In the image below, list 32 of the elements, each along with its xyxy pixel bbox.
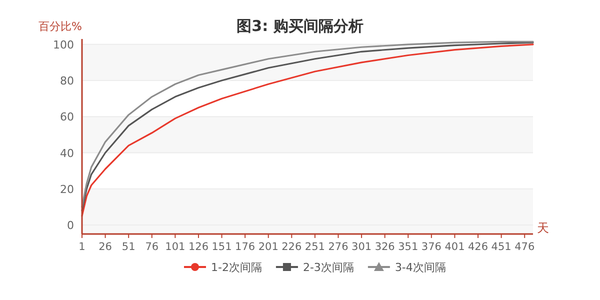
y-tick-label: 40 <box>60 146 74 160</box>
legend-label: 2-3次间隔 <box>302 261 354 274</box>
y-tick-label: 100 <box>53 38 74 52</box>
legend-label: 3-4次间隔 <box>394 261 446 274</box>
x-tick-label: 76 <box>145 241 159 253</box>
x-tick-label: 26 <box>98 241 112 253</box>
x-tick-label: 101 <box>165 241 186 253</box>
x-tick-label: 1 <box>78 241 86 253</box>
x-tick-label: 301 <box>352 241 372 253</box>
x-tick-label: 51 <box>122 241 136 253</box>
legend-label: 1-2次间隔 <box>211 261 262 274</box>
x-tick-label: 251 <box>304 241 325 253</box>
y-tick-label: 20 <box>60 182 74 196</box>
x-tick-label: 476 <box>514 241 535 253</box>
x-tick-label: 176 <box>235 241 256 253</box>
y-tick-label: 0 <box>67 218 74 232</box>
x-tick-label: 426 <box>468 241 488 253</box>
chart-title: 图3: 购买间隔分析 <box>236 17 364 35</box>
x-tick-label: 451 <box>491 241 512 253</box>
x-tick-label: 276 <box>328 241 349 253</box>
x-tick-label: 376 <box>421 241 442 253</box>
x-tick-label: 151 <box>212 241 232 253</box>
x-tick-label: 226 <box>282 241 302 253</box>
x-tick-label: 351 <box>398 241 418 253</box>
y-tick-label: 80 <box>60 74 74 88</box>
x-tick-label: 126 <box>188 241 209 253</box>
x-axis-title: 天 <box>537 221 549 235</box>
x-tick-label: 201 <box>258 241 278 253</box>
x-tick-label: 401 <box>444 241 465 253</box>
y-tick-label: 60 <box>60 110 74 124</box>
x-tick-label: 326 <box>374 241 396 253</box>
y-axis-title: 百分比% <box>38 20 82 33</box>
